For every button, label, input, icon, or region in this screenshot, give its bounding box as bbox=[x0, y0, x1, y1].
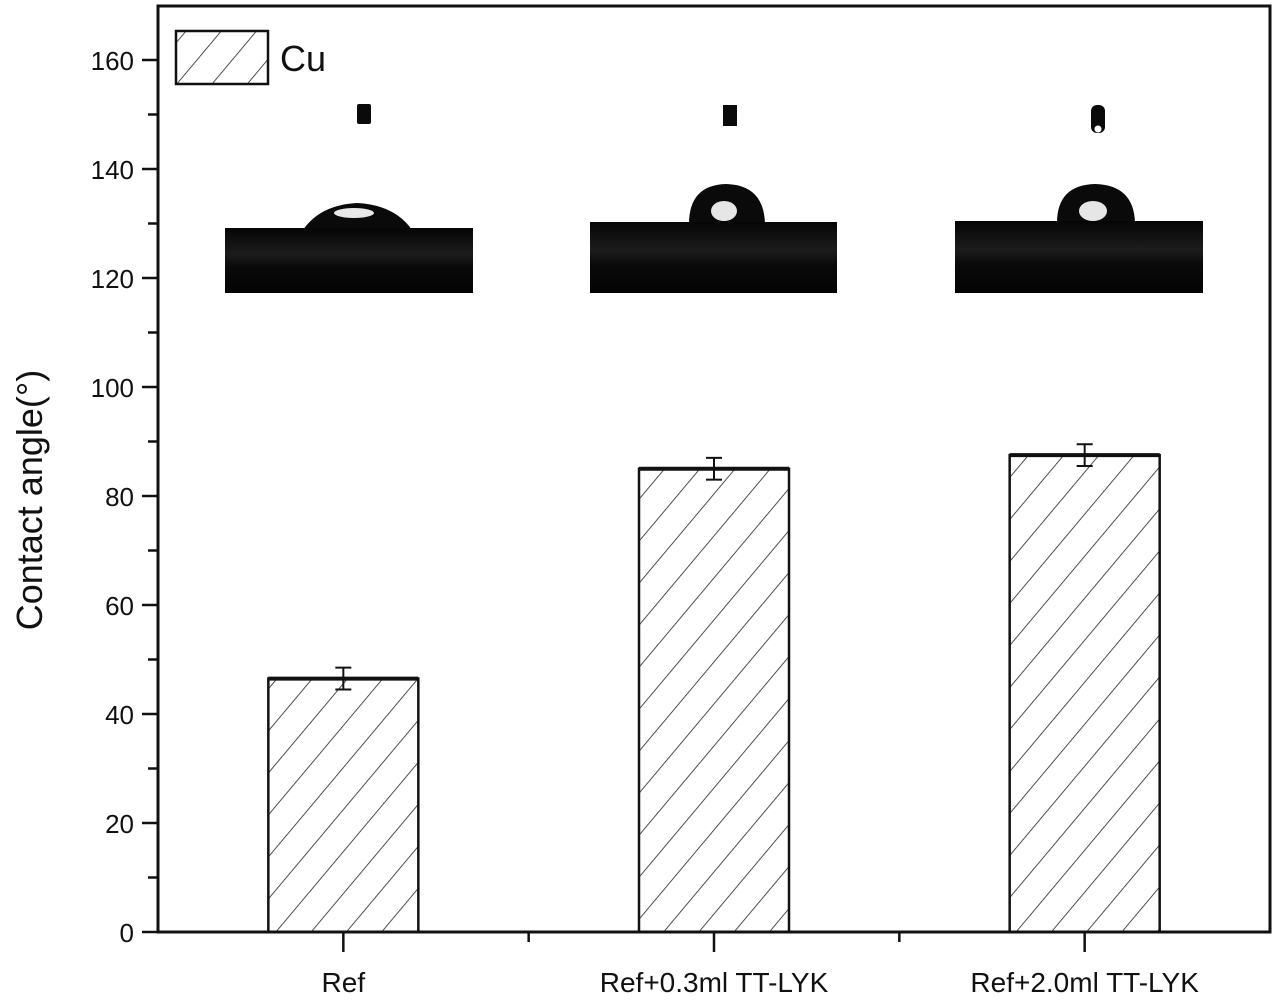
y-tick-label: 120 bbox=[91, 264, 134, 294]
droplet-insets bbox=[225, 104, 1203, 293]
bar bbox=[1008, 453, 1161, 934]
bar bbox=[267, 677, 420, 934]
x-category-label: Ref bbox=[322, 967, 366, 998]
droplet-image-2-0ml bbox=[955, 105, 1203, 293]
droplet-image-ref bbox=[225, 104, 473, 293]
x-axis: Ref Ref+0.3ml TT-LYK Ref+2.0ml TT-LYK bbox=[158, 930, 1270, 998]
legend-label-cu: Cu bbox=[280, 38, 326, 79]
y-axis-title: Contact angle(°) bbox=[9, 370, 50, 631]
y-tick-label: 60 bbox=[105, 591, 134, 621]
legend: Cu bbox=[174, 29, 326, 86]
y-tick-label: 0 bbox=[120, 918, 134, 948]
y-axis: 0 20 40 60 80 100 120 140 160 bbox=[91, 46, 158, 948]
error-bar bbox=[1076, 443, 1093, 468]
bar-series-cu bbox=[267, 443, 1161, 934]
y-tick-label: 80 bbox=[105, 482, 134, 512]
bar bbox=[637, 467, 791, 934]
y-tick-label: 140 bbox=[91, 155, 134, 185]
y-tick-label: 20 bbox=[105, 809, 134, 839]
x-category-label: Ref+2.0ml TT-LYK bbox=[970, 967, 1199, 998]
error-bar bbox=[706, 456, 722, 481]
y-tick-label: 40 bbox=[105, 700, 134, 730]
legend-swatch-cu bbox=[174, 29, 270, 86]
error-bar bbox=[335, 666, 352, 691]
x-category-label: Ref+0.3ml TT-LYK bbox=[600, 967, 829, 998]
droplet-image-0-3ml bbox=[590, 105, 837, 293]
y-tick-label: 160 bbox=[91, 46, 134, 76]
y-tick-label: 100 bbox=[91, 373, 134, 403]
